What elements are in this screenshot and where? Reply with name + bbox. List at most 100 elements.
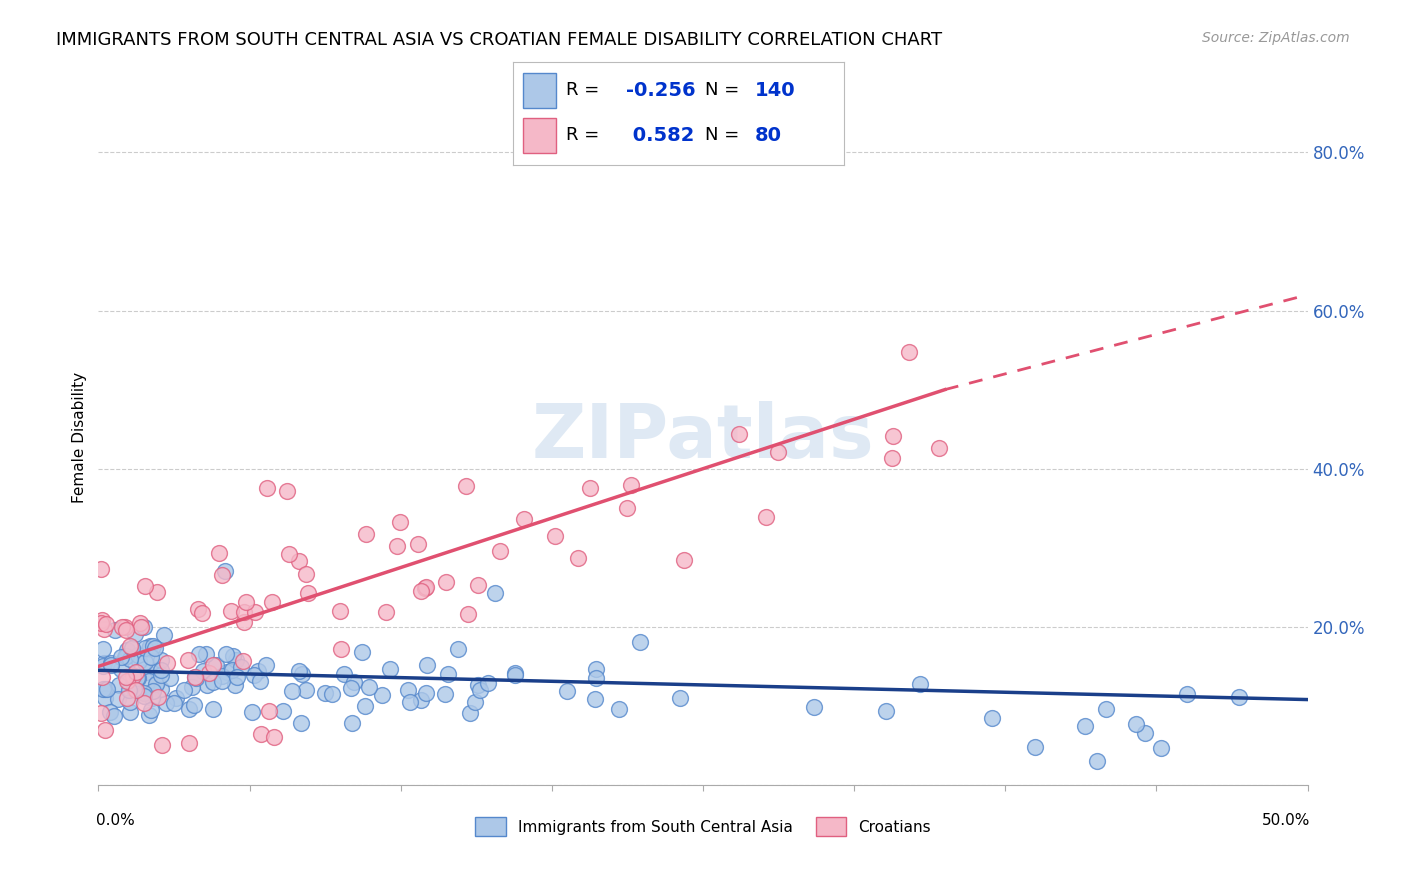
Point [754, 509, 776, 524]
Point [224, 678, 246, 692]
Point [90, 706, 112, 720]
Point [110, 649, 132, 664]
Point [187, 602, 209, 616]
Point [411, 584, 433, 599]
Text: 0.0%: 0.0% [96, 814, 135, 828]
Point [124, 627, 146, 641]
Text: 50.0%: 50.0% [1263, 814, 1310, 828]
Point [118, 639, 141, 653]
Point [229, 659, 252, 673]
Point [467, 678, 489, 692]
Point [104, 623, 127, 637]
Point [415, 657, 437, 672]
Text: 0.582: 0.582 [626, 126, 695, 145]
Point [181, 680, 204, 694]
Point [114, 619, 136, 633]
Point [620, 477, 643, 491]
Point [163, 696, 186, 710]
Point [467, 577, 489, 591]
Point [103, 709, 125, 723]
Text: -0.256: -0.256 [626, 80, 695, 100]
Point [232, 654, 254, 668]
Point [94, 682, 117, 697]
Point [243, 605, 266, 619]
Point [260, 595, 283, 609]
Point [468, 682, 491, 697]
Point [111, 620, 134, 634]
Point [90, 670, 112, 684]
Point [616, 501, 638, 516]
Text: 80: 80 [755, 126, 782, 145]
Point [513, 512, 536, 526]
Point [728, 427, 751, 442]
Text: R =: R = [567, 81, 605, 99]
Point [139, 649, 162, 664]
Point [249, 673, 271, 688]
Point [202, 674, 225, 689]
Point [882, 451, 904, 466]
Point [139, 639, 162, 653]
Point [93, 622, 115, 636]
Point [132, 686, 155, 700]
Point [357, 680, 380, 694]
Point [96, 681, 118, 696]
Point [150, 653, 173, 667]
Point [488, 544, 510, 558]
Point [1024, 739, 1046, 754]
Point [90, 613, 112, 627]
Point [271, 704, 294, 718]
Point [567, 550, 589, 565]
Point [1074, 719, 1097, 733]
Point [134, 640, 156, 655]
Point [263, 730, 285, 744]
Point [399, 695, 422, 709]
Point [281, 684, 304, 698]
Text: R =: R = [567, 127, 605, 145]
Point [202, 657, 225, 672]
Point [437, 667, 460, 681]
Text: 140: 140 [755, 80, 794, 100]
Point [454, 479, 477, 493]
Point [114, 650, 136, 665]
Point [254, 658, 277, 673]
Point [139, 703, 162, 717]
Point [93, 656, 115, 670]
Point [115, 623, 138, 637]
Point [433, 687, 456, 701]
Point [356, 526, 378, 541]
Point [1175, 688, 1198, 702]
Point [484, 586, 506, 600]
Point [159, 671, 181, 685]
Point [197, 666, 219, 681]
Point [225, 669, 247, 683]
Point [628, 634, 651, 648]
Point [415, 686, 437, 700]
Point [555, 683, 578, 698]
Point [141, 690, 163, 705]
Point [146, 585, 169, 599]
Point [457, 607, 479, 622]
Bar [523, 118, 557, 153]
Point [150, 682, 173, 697]
Point [134, 655, 156, 669]
Point [544, 529, 567, 543]
Point [219, 604, 242, 618]
Point [221, 663, 243, 677]
Text: ZIPatlas: ZIPatlas [531, 401, 875, 474]
Point [177, 702, 200, 716]
Point [208, 546, 231, 560]
Point [153, 628, 176, 642]
Point [249, 727, 271, 741]
Point [138, 708, 160, 723]
Point [122, 681, 145, 696]
Point [128, 655, 150, 669]
Point [91, 681, 114, 696]
Point [145, 677, 167, 691]
Point [343, 674, 366, 689]
Point [214, 564, 236, 578]
Point [195, 678, 218, 692]
Point [1125, 717, 1147, 731]
Point [247, 665, 270, 679]
Bar [523, 73, 557, 108]
Point [314, 686, 336, 700]
